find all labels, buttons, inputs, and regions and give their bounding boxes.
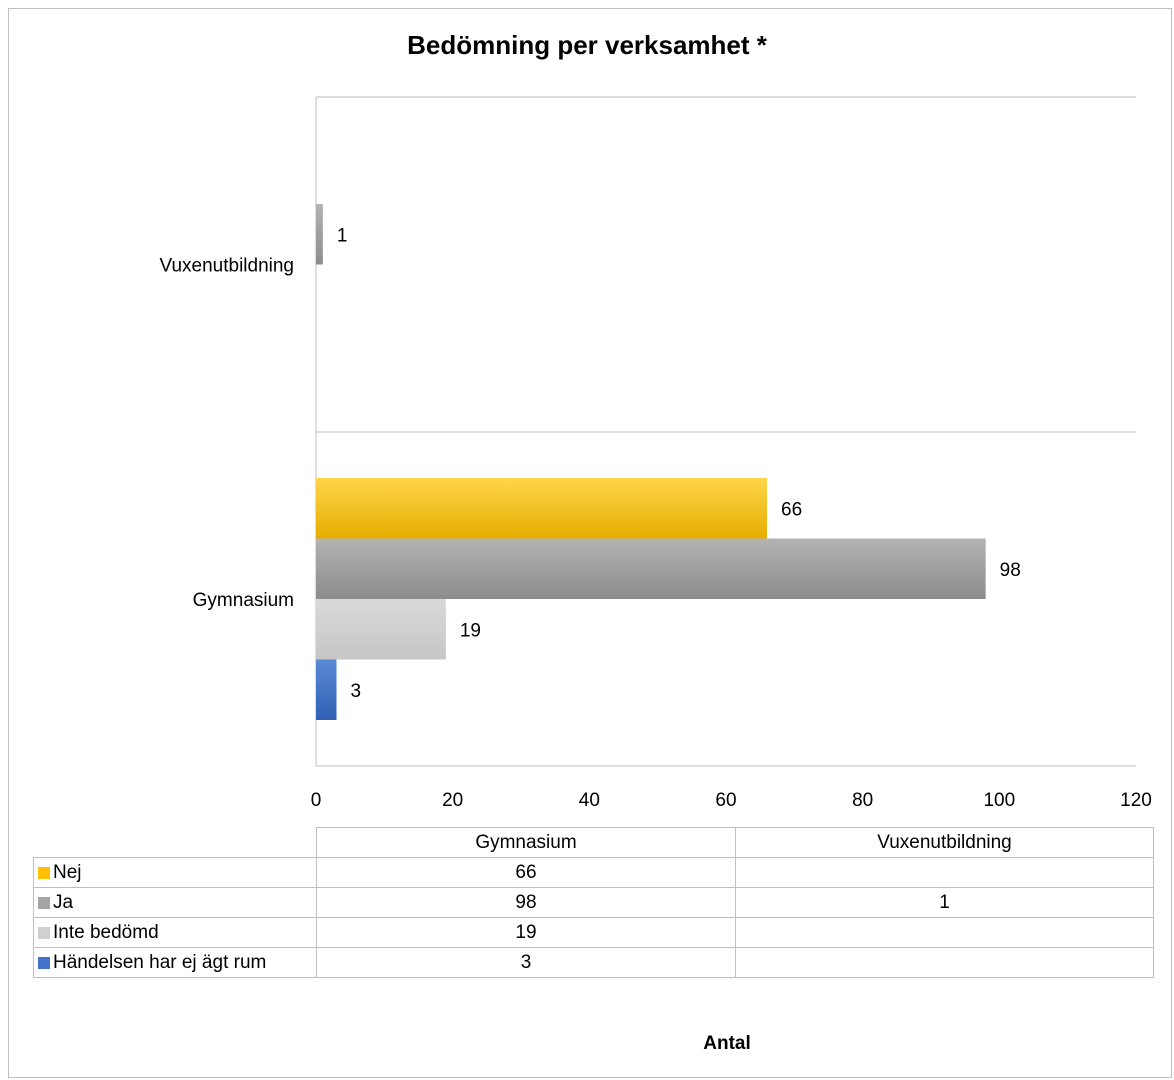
row-label: Nej	[53, 861, 82, 883]
bar	[316, 478, 767, 539]
x-tick-label: 80	[852, 790, 873, 811]
category-label: Vuxenutbildning	[159, 256, 294, 277]
table-row: Inte bedömd 19	[33, 917, 1154, 948]
chart-title: Bedömning per verksamhet *	[407, 30, 767, 60]
table-cell	[735, 857, 1154, 888]
data-label: 3	[351, 681, 362, 702]
row-label: Ja	[53, 891, 74, 913]
table-cell: 1	[735, 887, 1154, 918]
table-cell: 66	[316, 857, 736, 888]
table-row: Nej 66	[33, 857, 1154, 888]
column-header-gymnasium: Gymnasium	[316, 827, 736, 858]
table-cell	[735, 947, 1154, 978]
table-row: Ja 98 1	[33, 887, 1154, 918]
table-cell: 19	[316, 917, 736, 948]
data-table: Gymnasium Vuxenutbildning Nej 66 Ja 98 1…	[33, 827, 1154, 978]
row-label-cell: Händelsen har ej ägt rum	[33, 947, 317, 978]
legend-swatch-ja	[38, 896, 50, 909]
x-tick-label: 100	[983, 790, 1015, 811]
row-label-cell: Ja	[33, 887, 317, 918]
row-label-cell: Inte bedömd	[33, 917, 317, 948]
data-label: 19	[460, 620, 481, 641]
x-tick-label: 120	[1120, 790, 1152, 811]
chart-frame	[8, 8, 1172, 1078]
x-tick-label: 20	[442, 790, 463, 811]
column-header-vuxenutbildning: Vuxenutbildning	[735, 827, 1154, 858]
legend-swatch-inte-bedomd	[38, 926, 50, 939]
x-tick-label: 0	[311, 790, 322, 811]
bar	[316, 599, 446, 660]
table-row: Händelsen har ej ägt rum 3	[33, 947, 1154, 978]
row-label: Händelsen har ej ägt rum	[53, 951, 267, 973]
table-cell: 3	[316, 947, 736, 978]
category-label: Gymnasium	[193, 590, 294, 611]
row-label: Inte bedömd	[53, 921, 159, 943]
table-cell: 98	[316, 887, 736, 918]
data-table-header-row: Gymnasium Vuxenutbildning	[33, 827, 1154, 858]
bar	[316, 538, 986, 599]
data-label: 1	[337, 225, 348, 246]
data-label: 66	[781, 499, 802, 520]
x-tick-label: 40	[579, 790, 600, 811]
bar	[316, 659, 337, 720]
x-axis-label: Antal	[703, 1033, 751, 1054]
row-label-cell: Nej	[33, 857, 317, 888]
legend-swatch-nej	[38, 866, 50, 879]
bar	[316, 204, 323, 265]
data-label: 98	[1000, 560, 1021, 581]
x-tick-label: 60	[715, 790, 736, 811]
legend-swatch-handelsen	[38, 956, 50, 969]
table-cell	[735, 917, 1154, 948]
